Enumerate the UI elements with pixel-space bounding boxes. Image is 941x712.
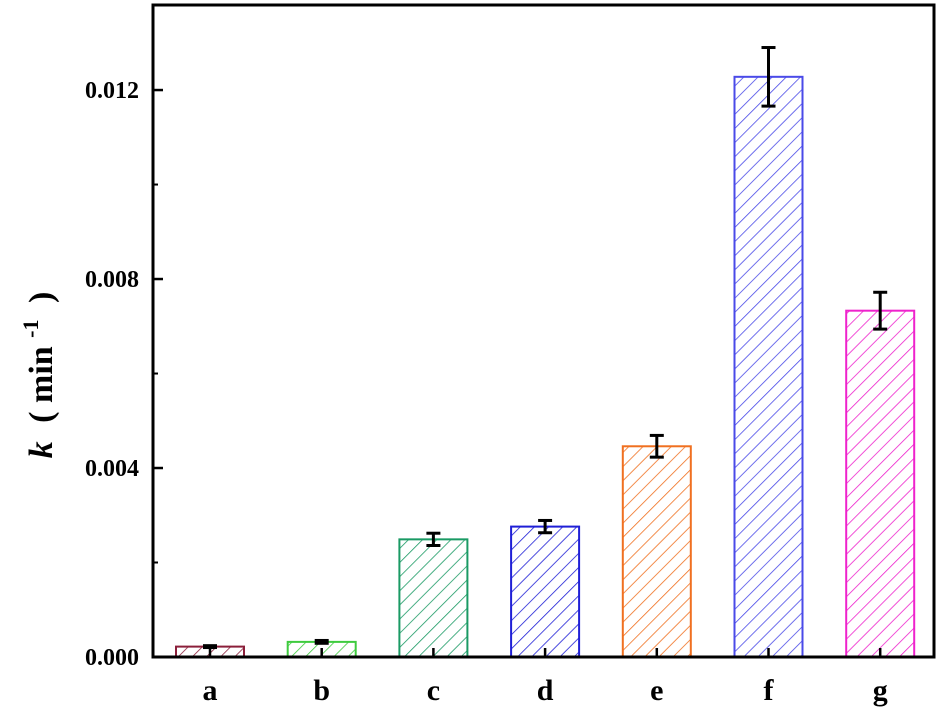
error-bars-layer (203, 46, 888, 650)
error-bar-f (761, 46, 776, 108)
y-axis-unit: ( min (23, 346, 60, 423)
x-tick-label-c: c (427, 674, 440, 707)
x-axis-ticks (208, 648, 882, 657)
x-tick-label-f: f (764, 674, 775, 707)
bar-e (621, 445, 692, 658)
y-axis-unit-exponent: -1 (18, 320, 43, 338)
y-tick-label: 0.012 (85, 78, 139, 104)
bar-d (510, 525, 581, 658)
error-bar-c (426, 531, 441, 547)
x-tick-label-d: d (537, 674, 554, 707)
x-tick-label-g: g (873, 674, 888, 707)
error-bar-a (203, 644, 217, 650)
x-tick-label-b: b (313, 674, 330, 707)
bar-f (733, 75, 804, 658)
y-axis-symbol: k (23, 441, 60, 458)
y-axis-label: k ( min -1 ) (9, 292, 60, 459)
y-axis-tick-labels: 0.000 0.004 0.008 0.012 (85, 78, 139, 671)
error-bar-b (314, 638, 329, 645)
y-axis-unit-close: ) (23, 292, 60, 303)
error-bar-e (649, 433, 664, 459)
x-tick-label-e: e (650, 674, 663, 707)
y-tick-label: 0.008 (85, 267, 139, 293)
x-tick-label-a: a (203, 674, 218, 707)
y-tick-label: 0.004 (85, 456, 139, 482)
bar-g (845, 309, 916, 658)
y-tick-label: 0.000 (85, 645, 139, 671)
y-axis-ticks (153, 88, 163, 659)
plot-frame (151, 3, 936, 659)
x-axis-category-labels: a b c d e f g (203, 674, 888, 707)
bars-layer (175, 75, 916, 659)
svg-text:k ( min -1 ): k ( min -1 ) (9, 292, 60, 459)
bar-c (398, 538, 469, 658)
error-bar-g (873, 290, 888, 331)
error-bar-d (538, 518, 553, 535)
